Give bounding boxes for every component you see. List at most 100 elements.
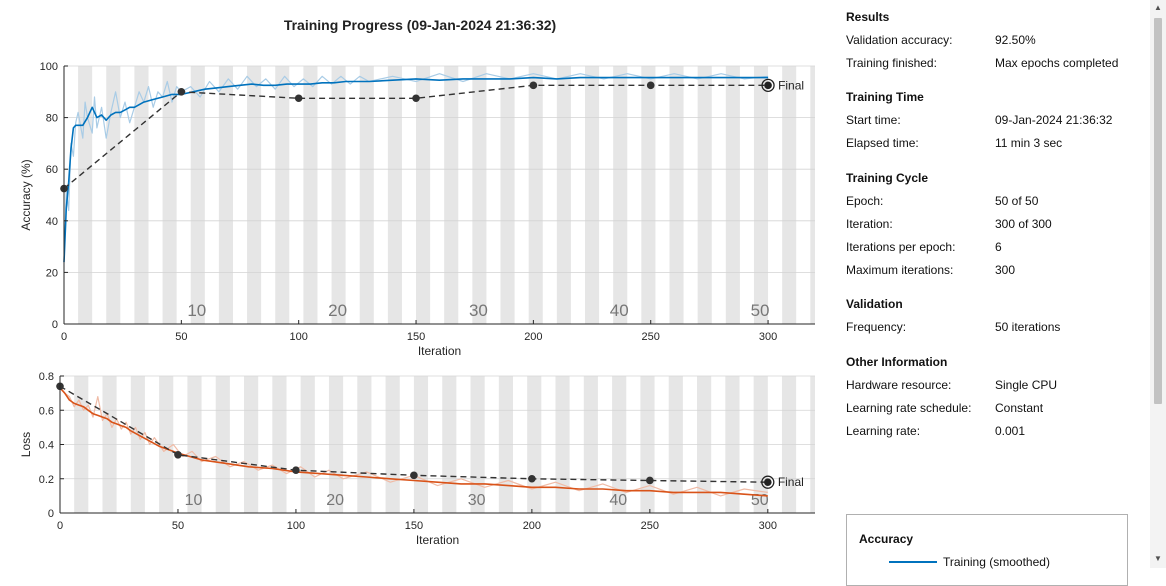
training-finished-label: Training finished:	[846, 56, 937, 70]
scroll-down-arrow-icon[interactable]: ▼	[1154, 554, 1162, 563]
final-marker-dot	[764, 81, 772, 89]
epoch-band	[247, 66, 262, 324]
x-tick-label: 0	[57, 520, 63, 532]
x-tick-label: 250	[641, 520, 659, 532]
y-tick-label: 0.4	[39, 440, 54, 452]
validation-point	[294, 94, 303, 103]
learning-rate-value: 0.001	[995, 424, 1026, 438]
results-section-title: Results	[846, 10, 890, 24]
y-tick-label: 0.8	[39, 371, 54, 383]
y-axis-label: Accuracy (%)	[19, 159, 33, 230]
maximum-iterations-value: 300	[995, 263, 1016, 277]
training-raw-line	[63, 73, 769, 263]
hardware-resource-label: Hardware resource:	[846, 378, 952, 392]
elapsed-time-label: Elapsed time:	[846, 136, 919, 150]
x-tick-label: 100	[287, 520, 305, 532]
training-time-section-title: Training Time	[846, 90, 924, 104]
training-cycle-section-title: Training Cycle	[846, 171, 929, 185]
validation-point	[410, 471, 418, 480]
x-tick-label: 200	[523, 520, 541, 532]
epoch-band	[359, 66, 374, 324]
iterations-per-epoch-label: Iterations per epoch:	[846, 240, 956, 254]
epoch-band	[416, 66, 431, 324]
learning-rate-label: Learning rate:	[846, 424, 921, 438]
epoch-label: 40	[609, 492, 627, 509]
validation-point	[646, 81, 655, 90]
epoch-band	[585, 66, 600, 324]
x-tick-label: 150	[407, 331, 425, 343]
epoch-band	[697, 66, 712, 324]
epoch-band	[669, 66, 684, 324]
x-tick-label: 0	[61, 331, 67, 343]
y-tick-label: 0	[52, 319, 58, 331]
validation-point	[292, 466, 300, 474]
validation-point	[529, 81, 538, 90]
frequency-label: Frequency:	[846, 320, 907, 334]
x-tick-label: 150	[405, 520, 423, 532]
epoch-band	[106, 66, 121, 324]
scroll-up-arrow-icon[interactable]: ▲	[1154, 3, 1162, 12]
y-tick-label: 40	[46, 216, 58, 228]
epoch-band	[472, 66, 487, 324]
x-tick-label: 200	[524, 331, 542, 343]
y-tick-label: 20	[46, 267, 58, 279]
final-label: Final	[778, 78, 804, 92]
y-tick-label: 0.2	[39, 474, 54, 486]
epoch-band	[725, 66, 740, 324]
iteration-label: Iteration:	[846, 217, 893, 231]
legend-label-training-smoothed: Training (smoothed)	[943, 555, 1050, 569]
epoch-label: 50	[751, 301, 770, 320]
x-axis-label: Iteration	[418, 344, 461, 358]
other-information-section-title: Other Information	[846, 355, 948, 369]
vertical-scrollbar[interactable]: ▲ ▼	[1150, 0, 1166, 568]
epoch-band	[134, 66, 149, 324]
epoch-band	[556, 66, 571, 324]
y-axis-label: Loss	[19, 432, 33, 457]
training-finished-value: Max epochs completed	[995, 56, 1119, 70]
epoch-label: 10	[187, 301, 206, 320]
validation-point	[177, 88, 186, 96]
x-tick-label: 250	[642, 331, 660, 343]
legend-title: Accuracy	[859, 532, 914, 546]
epoch-band	[387, 66, 402, 324]
epoch-label: 30	[469, 301, 488, 320]
x-tick-label: 50	[172, 520, 184, 532]
accuracy-plot[interactable]: 10 20 30 40 50 Final 0 50 100 150 200 250 300 0 20 40 60…	[19, 61, 815, 358]
plot-area	[64, 66, 815, 324]
x-tick-label: 300	[759, 331, 777, 343]
epoch-band	[782, 66, 797, 324]
start-time-value: 09-Jan-2024 21:36:32	[995, 113, 1113, 127]
epoch-band	[218, 66, 233, 324]
epoch-label: 30	[468, 492, 486, 509]
validation-point	[412, 94, 420, 103]
legend-swatch-training-smoothed	[889, 561, 937, 563]
y-tick-label: 0	[48, 508, 54, 520]
epoch-label: 20	[328, 301, 347, 320]
epoch-band	[753, 66, 769, 324]
x-tick-label: 300	[759, 520, 777, 532]
maximum-iterations-label: Maximum iterations:	[846, 263, 954, 277]
final-label: Final	[778, 475, 804, 489]
epoch-band	[500, 66, 515, 324]
validation-point	[528, 474, 536, 483]
epoch-band	[275, 66, 290, 324]
validation-point	[646, 476, 654, 485]
learning-rate-schedule-label: Learning rate schedule:	[846, 401, 972, 415]
training-info-panel: Results Validation accuracy: 92.50% Trai…	[846, 0, 1146, 568]
iterations-per-epoch-value: 6	[995, 240, 1002, 254]
epoch-label: Epoch:	[846, 194, 884, 208]
epoch-band	[190, 66, 205, 324]
epoch-band	[810, 66, 815, 324]
hardware-resource-value: Single CPU	[995, 378, 1058, 392]
final-marker	[761, 78, 775, 92]
legend: Accuracy Training (smoothed)	[846, 514, 1128, 586]
scroll-thumb[interactable]	[1154, 18, 1162, 404]
epoch-label: 20	[326, 492, 344, 509]
iteration-value: 300 of 300	[995, 217, 1052, 231]
epoch-band	[444, 66, 459, 324]
epoch-band	[162, 66, 177, 324]
epoch-label: 10	[185, 492, 203, 509]
y-tick-label: 60	[46, 164, 58, 176]
training-smoothed-line	[63, 76, 769, 263]
